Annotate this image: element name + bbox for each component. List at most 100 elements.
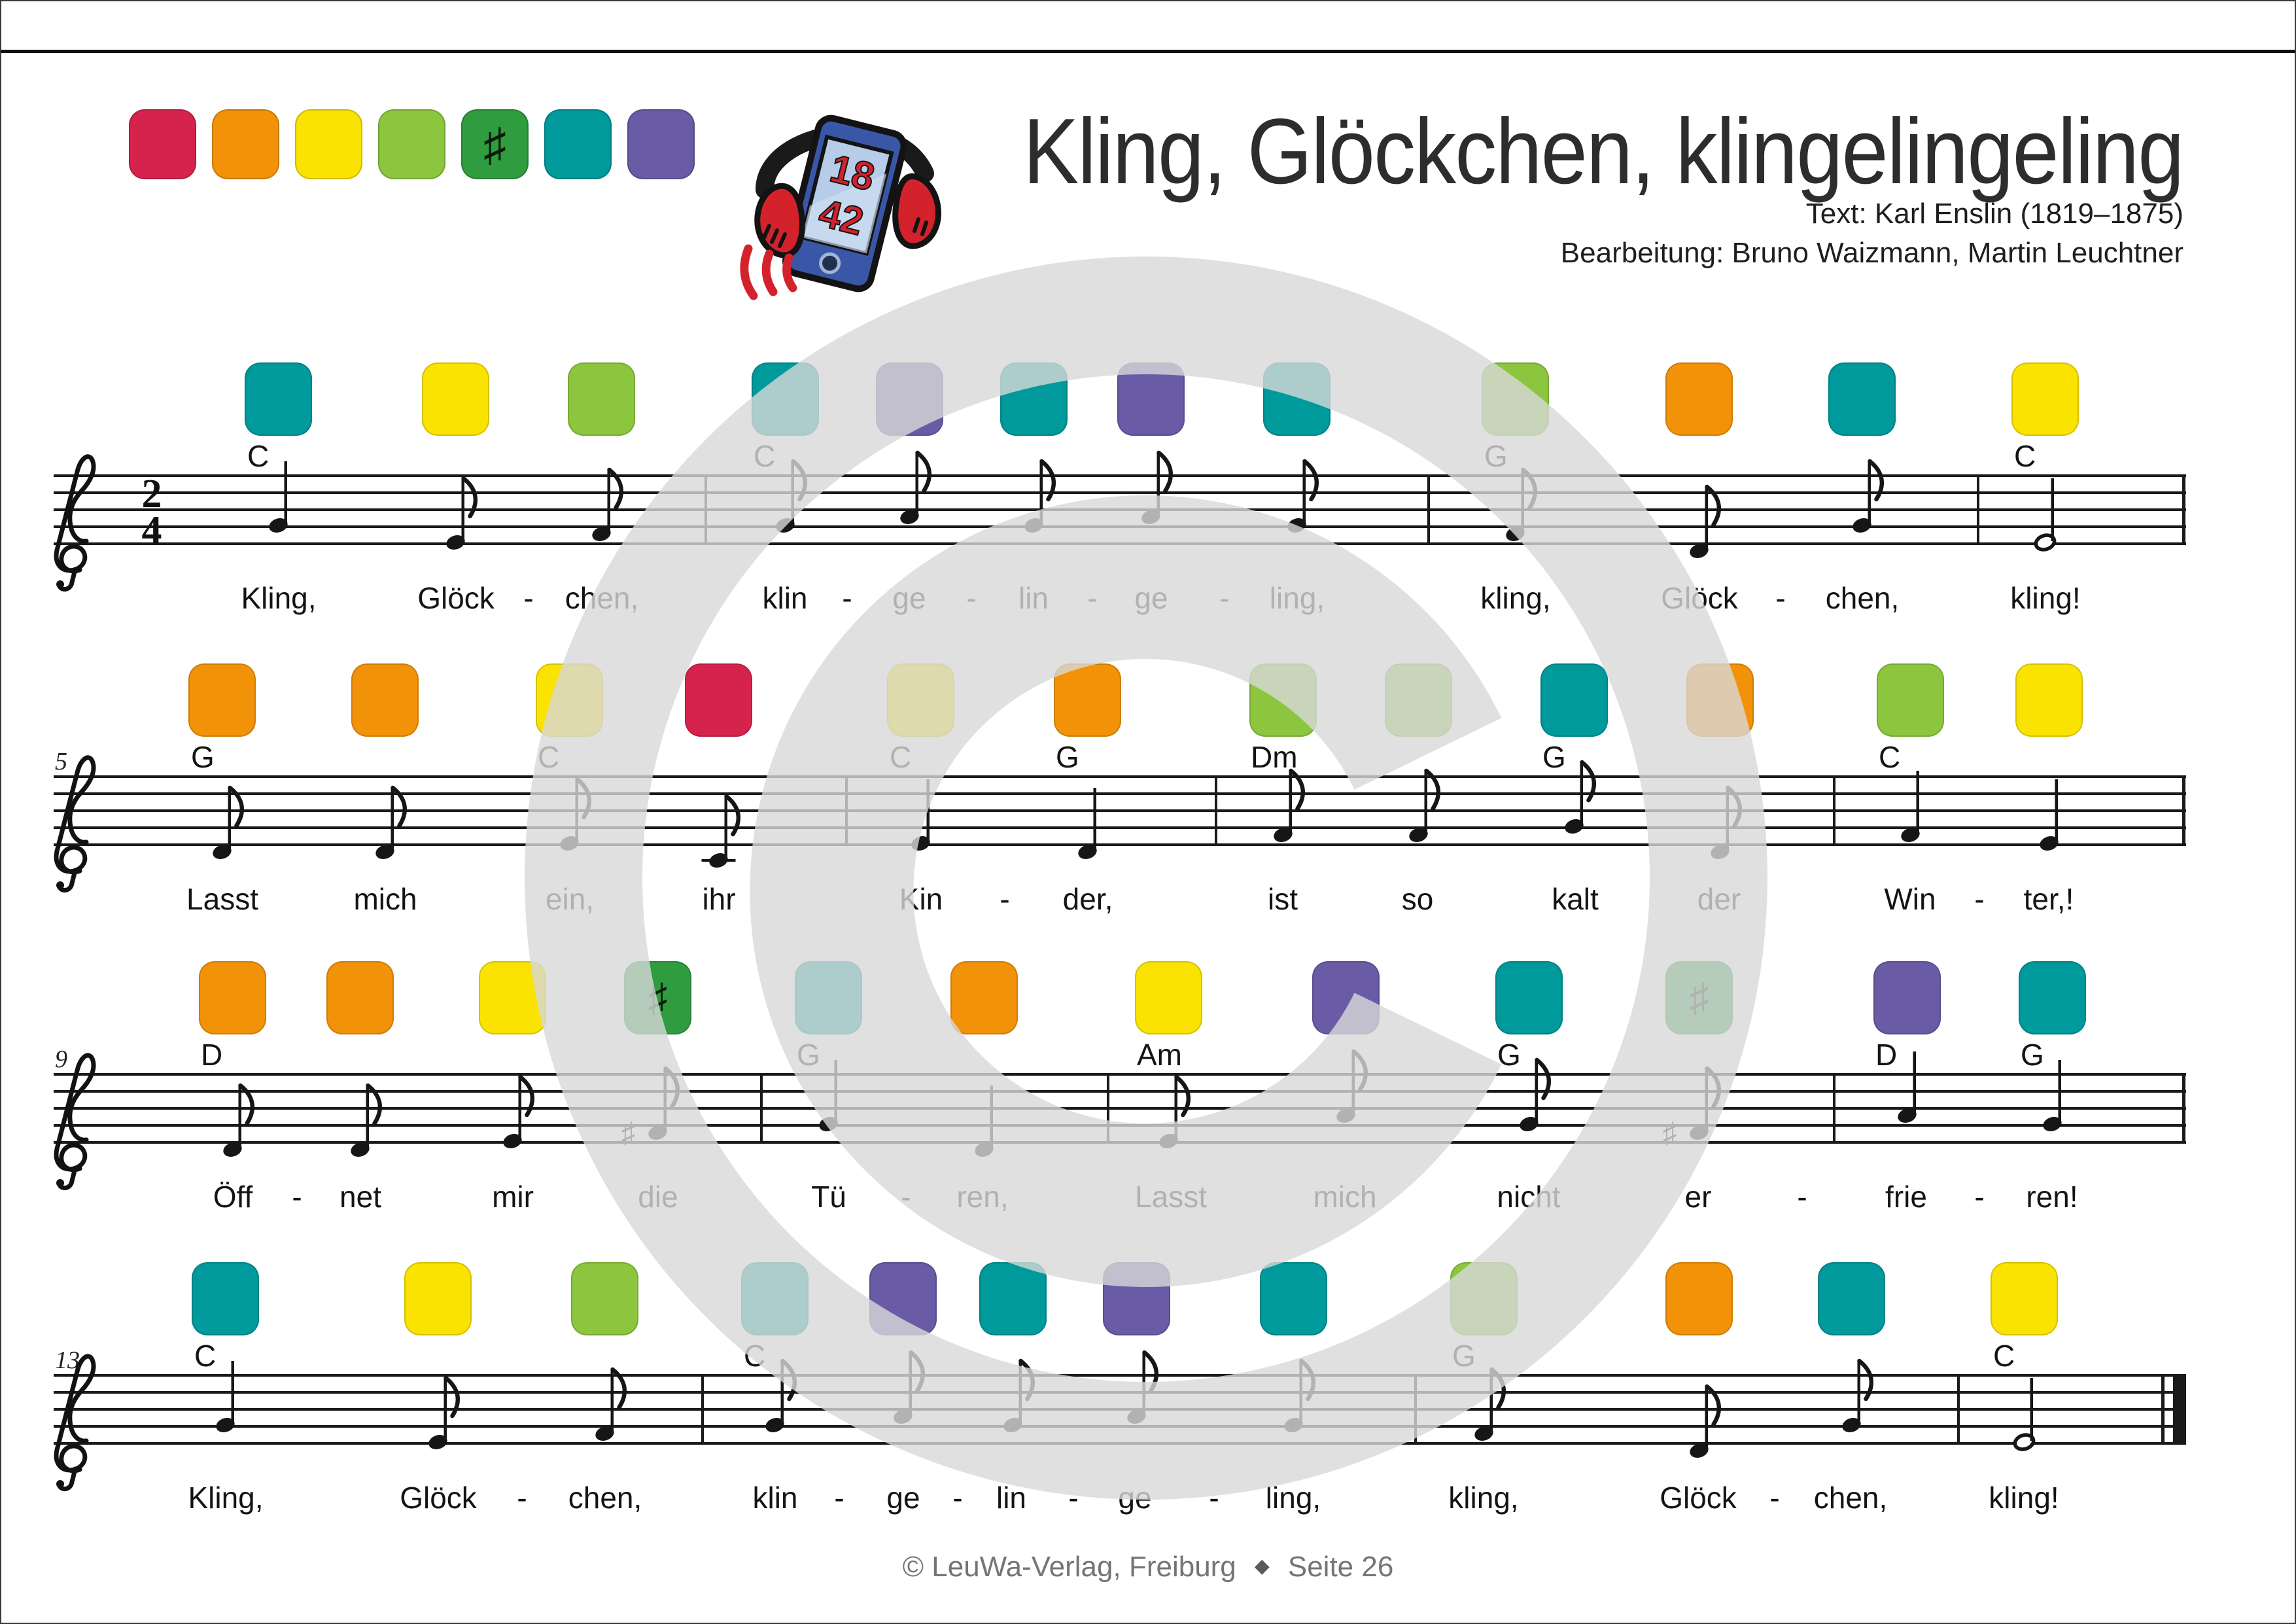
footer-page-number: Seite 26 xyxy=(1287,1551,1394,1583)
chord-label: G xyxy=(2021,1038,2044,1072)
lyric-syllable: net xyxy=(339,1180,381,1214)
lyric-hyphen: - xyxy=(1000,882,1010,916)
note-square xyxy=(1540,663,1608,737)
note-square xyxy=(1385,663,1452,737)
lyric-syllable: Glöck xyxy=(1660,1481,1737,1515)
lyric-syllable: Win xyxy=(1884,882,1936,916)
chord-label: C xyxy=(1993,1339,2015,1373)
note-square xyxy=(1873,961,1941,1034)
treble-clef-icon xyxy=(54,1053,96,1190)
note xyxy=(1690,484,1721,558)
note xyxy=(2040,779,2059,851)
note-square xyxy=(199,961,266,1034)
note xyxy=(1003,1358,1035,1432)
note xyxy=(213,785,244,859)
footer-separator-icon: ◆ xyxy=(1254,1555,1270,1577)
lyric-syllable: kling, xyxy=(1448,1481,1519,1515)
lyric-syllable: mich xyxy=(353,882,417,916)
note-square xyxy=(1117,362,1185,436)
lyric-hyphen: - xyxy=(1974,882,1985,916)
note xyxy=(216,1361,235,1432)
note xyxy=(1141,450,1173,524)
lyric-syllable: Kling, xyxy=(241,581,317,615)
note-square xyxy=(404,1262,472,1335)
note xyxy=(1520,1057,1551,1131)
left-earcup-icon xyxy=(754,183,805,258)
legend-square-A xyxy=(627,109,695,179)
legend-square-G xyxy=(544,109,612,179)
legend-square-C xyxy=(129,109,196,179)
lyric-hyphen: - xyxy=(517,1481,527,1515)
lyric-hyphen: - xyxy=(1219,581,1230,615)
note xyxy=(701,794,740,868)
lyric-syllable: kling! xyxy=(2010,581,2081,615)
chord-label: C xyxy=(2014,439,2036,473)
chord-label: C xyxy=(247,439,270,473)
note xyxy=(1274,768,1305,842)
note-square xyxy=(2019,961,2086,1034)
note-square xyxy=(979,1262,1047,1335)
note xyxy=(1842,1358,1873,1432)
lyric-syllable: frie xyxy=(1885,1180,1927,1214)
note-square xyxy=(752,362,819,436)
note-square xyxy=(876,362,943,436)
note xyxy=(776,459,807,533)
note-square xyxy=(188,663,256,737)
note xyxy=(975,1086,994,1157)
arrangement-credit: Bearbeitung: Bruno Waizmann, Martin Leuc… xyxy=(1560,237,2183,269)
note-square xyxy=(1686,663,1754,737)
lyric-syllable: ren, xyxy=(956,1180,1009,1214)
note xyxy=(1901,771,1920,842)
lyric-hyphen: - xyxy=(834,1481,844,1515)
note xyxy=(765,1358,797,1432)
lyric-hyphen: - xyxy=(1068,1481,1079,1515)
note-square xyxy=(741,1262,809,1335)
sharp-icon: ♯ xyxy=(1689,976,1709,1019)
note xyxy=(1852,459,1884,533)
lyric-syllable: Lasst xyxy=(1135,1180,1207,1214)
note xyxy=(1565,760,1596,834)
measure-number: 9 xyxy=(55,1046,67,1073)
staff: ♯ ♯ xyxy=(54,1049,2186,1190)
svg-text:♯: ♯ xyxy=(1663,1117,1677,1149)
note xyxy=(560,777,591,851)
lyric-syllable: ihr xyxy=(702,882,736,916)
lyric-syllable: ling, xyxy=(1269,581,1325,615)
note xyxy=(1506,467,1537,541)
chord-label: G xyxy=(191,740,215,774)
note-square xyxy=(1054,663,1121,737)
note-square xyxy=(869,1262,937,1335)
lyric-syllable: er xyxy=(1684,1180,1712,1214)
note-square xyxy=(1103,1262,1170,1335)
note-square xyxy=(536,663,603,737)
note-square xyxy=(1000,362,1068,436)
note xyxy=(1711,785,1742,859)
sharp-icon: ♯ xyxy=(648,976,668,1019)
note-square xyxy=(1260,1262,1327,1335)
note-square: ♯ xyxy=(1665,961,1733,1034)
note-square xyxy=(1665,1262,1733,1335)
sound-waves-icon xyxy=(740,244,797,300)
lyric-syllable: ling, xyxy=(1265,1481,1321,1515)
note-square xyxy=(1665,362,1733,436)
note xyxy=(894,1350,925,1424)
lyric-syllable: kling! xyxy=(1989,1481,2059,1515)
lyric-syllable: Kling, xyxy=(188,1481,264,1515)
text-credit: Text: Karl Enslin (1819–1875) xyxy=(1805,198,2183,230)
note-square xyxy=(1991,1262,2058,1335)
measure-number: 5 xyxy=(55,748,67,775)
note-square xyxy=(2015,663,2083,737)
note-square xyxy=(1877,663,1944,737)
svg-text:2: 2 xyxy=(142,472,162,516)
lyric-syllable: Glöck xyxy=(1661,581,1738,615)
lyric-syllable: Öff xyxy=(213,1180,253,1214)
note xyxy=(2013,1378,2036,1451)
legend-square-E xyxy=(295,109,362,179)
music-system-3: ♯ ♯ D G Am G D G 9 ♯ ♯ Öff - net mir die Tü - ren, Lasst mic… xyxy=(1,953,2295,1254)
note-square xyxy=(571,1262,638,1335)
music-system-2: G C C G Dm G C 5 Lasst mich ein, ihr Kin - der, ist so ka… xyxy=(1,656,2295,957)
lyric-syllable: ge xyxy=(892,581,926,615)
lyric-syllable: Tü xyxy=(811,1180,846,1214)
lyric-hyphen: - xyxy=(1769,1481,1780,1515)
